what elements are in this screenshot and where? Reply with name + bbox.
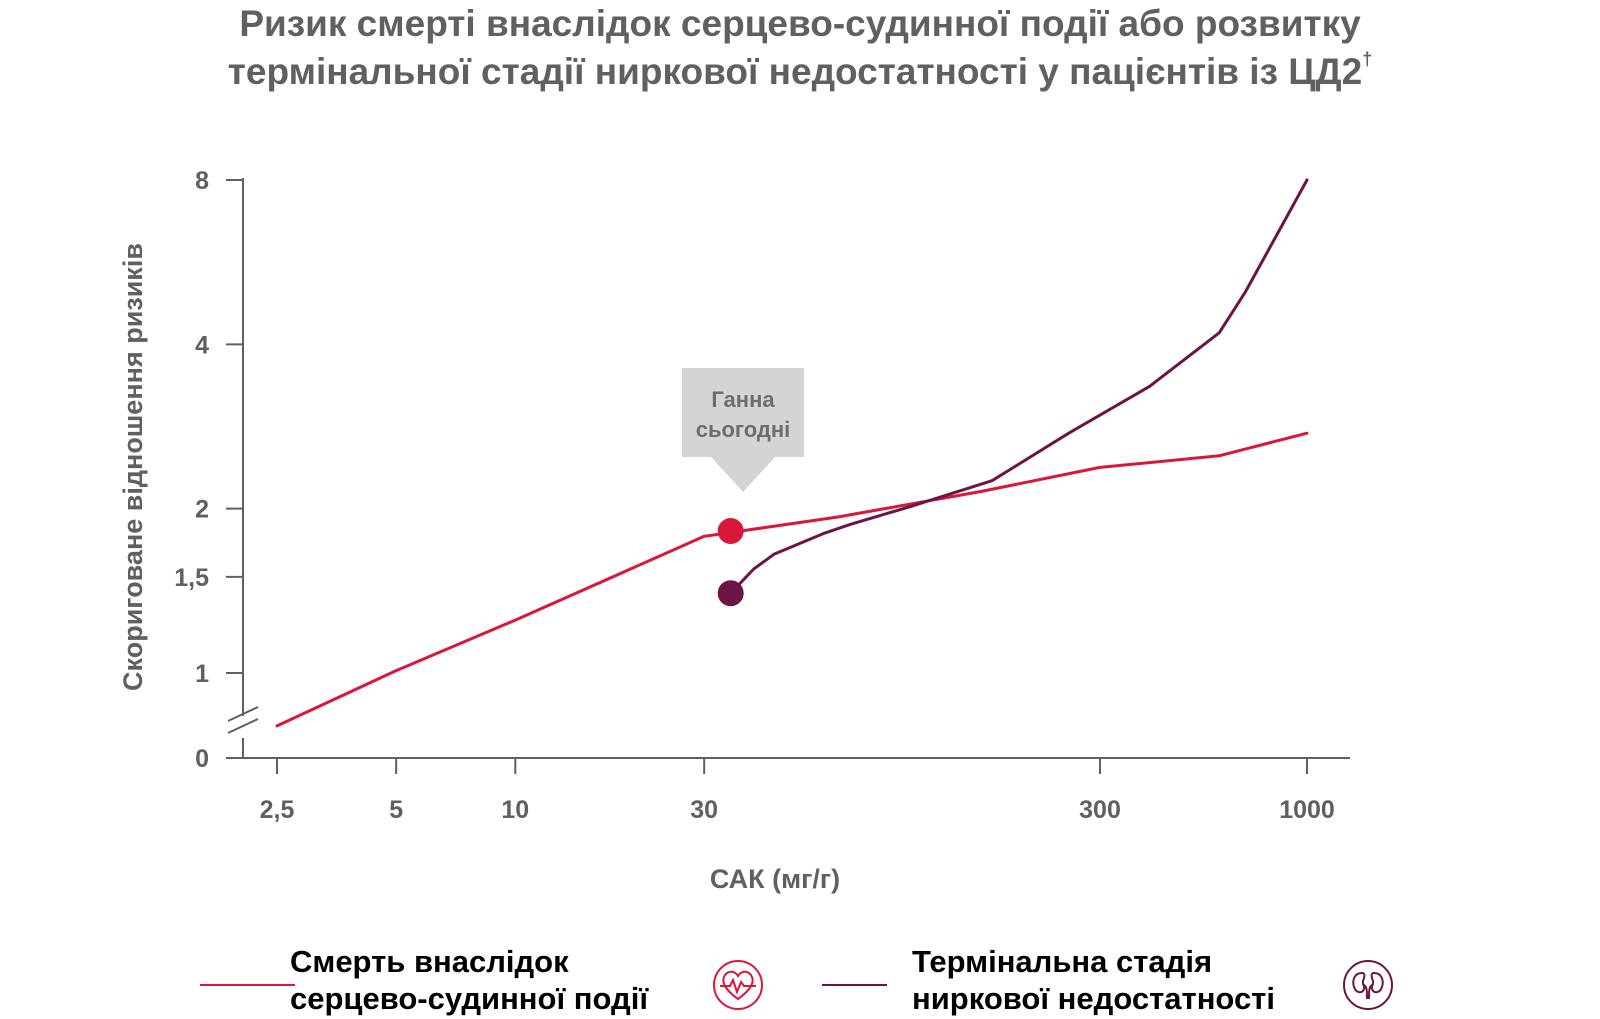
- chart-series: [275, 178, 1309, 728]
- y-ticks: 8 4 2 1,5 1 0: [174, 167, 243, 773]
- x-tick-label-0: 2,5: [260, 796, 295, 824]
- x-tick-label-4: 300: [1079, 796, 1121, 824]
- series-line-esrd: [729, 178, 1309, 595]
- y-tick-label-0: 8: [195, 167, 209, 195]
- highlight-point-esrd: [717, 580, 744, 607]
- legend-label-renal-line-2: ниркової недостатності: [912, 981, 1275, 1016]
- kidneys-icon: [1343, 960, 1393, 1010]
- chart-title-line-2: термінальної стадії ниркової недостатнос…: [0, 48, 1600, 96]
- annotation-line-1: Ганна: [711, 387, 775, 412]
- heart-pulse-icon: [713, 960, 763, 1010]
- y-tick-label-1: 4: [195, 331, 209, 359]
- y-axis-break-mark-2: [227, 718, 259, 734]
- legend-swatch-cv: [200, 984, 295, 986]
- highlight-points: [717, 518, 744, 607]
- annotation-callout-shape: [682, 368, 804, 492]
- y-axis-break-mark-1: [227, 706, 259, 722]
- legend-swatch-renal: [822, 984, 887, 986]
- y-tick-label-3: 1,5: [174, 564, 209, 592]
- x-tick-label-3: 30: [690, 796, 718, 824]
- annotation-callout: Ганна сьогодні: [682, 368, 804, 492]
- x-tick-label-2: 10: [501, 796, 529, 824]
- highlight-point-cv-death: [717, 518, 744, 545]
- x-tick-label-1: 5: [389, 796, 403, 824]
- chart-title-line-2-text: термінальної стадії ниркової недостатнос…: [227, 51, 1363, 92]
- legend-label-cv-line-1: Смерть внаслідок: [290, 944, 569, 979]
- chart-title-line-1: Ризик смерті внаслідок серцево-судинної …: [239, 3, 1361, 44]
- series-line-cv-death: [275, 431, 1309, 728]
- legend-label-renal: Термінальна стадія ниркової недостатност…: [912, 943, 1275, 1017]
- legend-label-cv-line-2: серцево-судинної події: [290, 981, 649, 1016]
- y-tick-label-2: 2: [195, 496, 209, 524]
- chart-axes: [227, 178, 1350, 759]
- x-ticks: 2,5 5 10 30 300 1000: [260, 758, 1335, 824]
- footnote-mark: †: [1362, 49, 1373, 69]
- x-axis-title: САК (мг/г): [710, 864, 840, 894]
- x-tick-label-5: 1000: [1279, 796, 1335, 824]
- y-axis-title: Скориговане відношення ризиків: [118, 243, 148, 691]
- legend-label-cv: Смерть внаслідок серцево-судинної події: [290, 943, 648, 1017]
- chart-title: Ризик смерті внаслідок серцево-судинної …: [0, 0, 1600, 96]
- y-tick-label-5: 0: [195, 745, 209, 773]
- annotation-line-2: сьогодні: [696, 417, 791, 442]
- legend-label-renal-line-1: Термінальна стадія: [912, 944, 1213, 979]
- y-tick-label-4: 1: [195, 660, 209, 688]
